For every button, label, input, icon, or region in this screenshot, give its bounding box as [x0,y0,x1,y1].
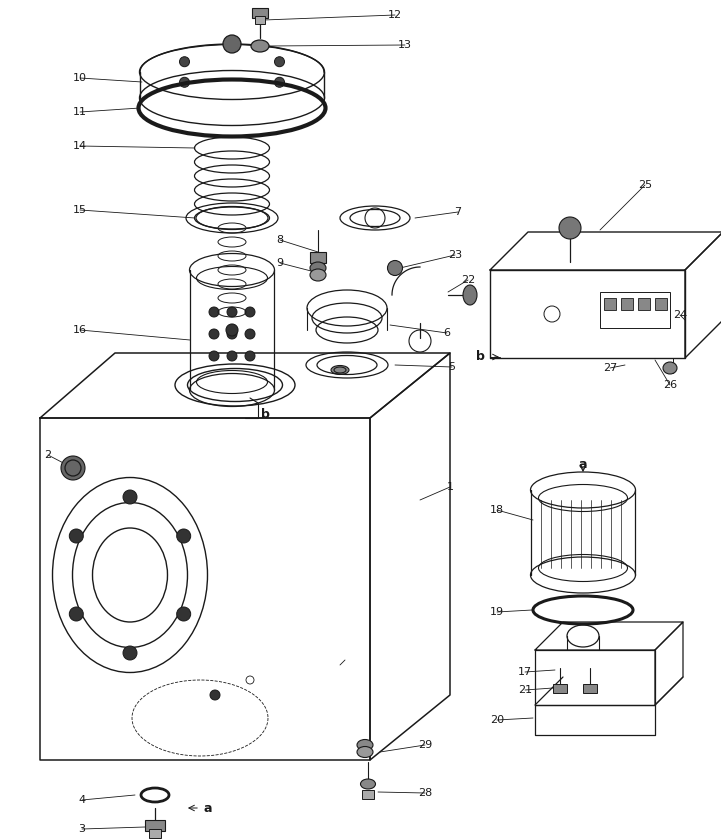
Text: 2: 2 [45,450,52,460]
Text: 4: 4 [79,795,86,805]
Text: b: b [260,408,270,422]
Bar [621,298,633,310]
Text: 24: 24 [673,310,687,320]
Ellipse shape [357,739,373,750]
Text: 10: 10 [73,73,87,83]
Ellipse shape [387,260,402,276]
Text: 18: 18 [490,505,504,515]
Text: 12: 12 [388,10,402,20]
Text: 28: 28 [418,788,432,798]
Text: 13: 13 [398,40,412,50]
Text: 22: 22 [461,275,475,285]
Text: 11: 11 [73,107,87,117]
Ellipse shape [331,365,349,375]
Bar [149,829,161,838]
Text: 21: 21 [518,685,532,695]
Bar [553,684,567,693]
Circle shape [209,351,219,361]
Text: 20: 20 [490,715,504,725]
Circle shape [209,307,219,317]
Bar [255,16,265,24]
Bar [310,252,326,263]
Circle shape [209,329,219,339]
Ellipse shape [463,285,477,305]
Circle shape [245,329,255,339]
Bar [600,292,670,328]
Circle shape [227,307,237,317]
Text: b: b [476,350,485,364]
Text: 8: 8 [276,235,283,245]
Text: 27: 27 [603,363,617,373]
Ellipse shape [663,362,677,374]
Text: 6: 6 [443,328,451,338]
Circle shape [210,690,220,700]
Text: 9: 9 [276,258,283,268]
Circle shape [275,77,285,87]
Circle shape [123,646,137,660]
Text: 14: 14 [73,141,87,151]
Text: 23: 23 [448,250,462,260]
Text: 5: 5 [448,362,456,372]
Text: 17: 17 [518,667,532,677]
Circle shape [180,57,190,66]
Circle shape [69,607,84,621]
Text: 15: 15 [73,205,87,215]
Circle shape [69,529,84,543]
Ellipse shape [310,269,326,281]
Ellipse shape [357,747,373,758]
Bar [604,298,616,310]
Circle shape [177,607,190,621]
Circle shape [275,57,285,66]
Circle shape [226,324,238,336]
Circle shape [180,77,190,87]
Bar [362,790,374,799]
Circle shape [245,351,255,361]
Text: 25: 25 [638,180,652,190]
Text: 7: 7 [454,207,461,217]
Ellipse shape [251,40,269,52]
Circle shape [223,35,241,53]
Circle shape [123,490,137,504]
Bar [252,8,268,18]
Text: 29: 29 [418,740,432,750]
Text: 3: 3 [79,824,86,834]
Text: 16: 16 [73,325,87,335]
Circle shape [227,329,237,339]
Bar [655,298,667,310]
Text: 19: 19 [490,607,504,617]
Circle shape [227,351,237,361]
Ellipse shape [559,217,581,239]
Bar [638,298,650,310]
Text: a: a [579,459,587,471]
Bar [583,684,597,693]
Circle shape [177,529,190,543]
Text: a: a [204,801,212,815]
Bar [145,820,165,831]
Circle shape [245,307,255,317]
Text: 26: 26 [663,380,677,390]
Ellipse shape [360,779,376,789]
Text: 1: 1 [446,482,454,492]
Ellipse shape [61,456,85,480]
Ellipse shape [310,262,326,274]
